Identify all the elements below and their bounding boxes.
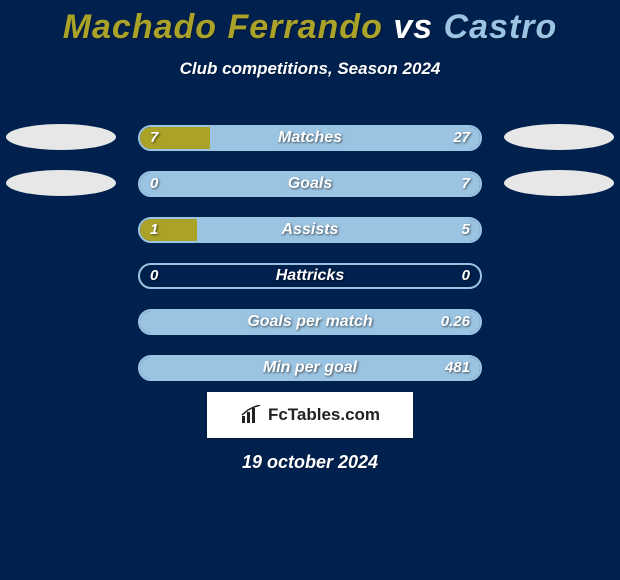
stat-label: Hattricks bbox=[140, 267, 480, 285]
stat-row: Min per goal481 bbox=[0, 350, 620, 396]
stat-bar: Goals per match0.26 bbox=[138, 309, 482, 335]
stat-bar: 1Assists5 bbox=[138, 217, 482, 243]
player2-ellipse bbox=[504, 170, 614, 196]
stat-row: 7Matches27 bbox=[0, 120, 620, 166]
stat-value-right: 7 bbox=[462, 175, 470, 192]
comparison-infographic: Machado Ferrando vs Castro Club competit… bbox=[0, 0, 620, 580]
stat-label: Goals per match bbox=[140, 313, 480, 331]
badge-text: FcTables.com bbox=[268, 405, 380, 425]
stat-bar: 0Hattricks0 bbox=[138, 263, 482, 289]
stat-label: Goals bbox=[140, 175, 480, 193]
stat-label: Min per goal bbox=[140, 359, 480, 377]
source-badge: FcTables.com bbox=[207, 392, 413, 438]
page-title: Machado Ferrando vs Castro bbox=[0, 0, 620, 47]
player1-ellipse bbox=[6, 124, 116, 150]
date-text: 19 october 2024 bbox=[0, 452, 620, 473]
stat-value-right: 5 bbox=[462, 221, 470, 238]
title-player1: Machado Ferrando bbox=[63, 8, 383, 46]
stat-bar: 0Goals7 bbox=[138, 171, 482, 197]
player1-ellipse bbox=[6, 170, 116, 196]
stat-bar: 7Matches27 bbox=[138, 125, 482, 151]
title-vs: vs bbox=[393, 8, 433, 46]
stat-row: 1Assists5 bbox=[0, 212, 620, 258]
title-player2: Castro bbox=[444, 8, 558, 46]
stat-row: Goals per match0.26 bbox=[0, 304, 620, 350]
stat-value-right: 0.26 bbox=[441, 313, 470, 330]
subtitle: Club competitions, Season 2024 bbox=[0, 59, 620, 79]
stat-row: 0Hattricks0 bbox=[0, 258, 620, 304]
stat-label: Assists bbox=[140, 221, 480, 239]
stat-row: 0Goals7 bbox=[0, 166, 620, 212]
stat-value-right: 27 bbox=[453, 129, 470, 146]
stat-value-right: 481 bbox=[445, 359, 470, 376]
stat-value-right: 0 bbox=[462, 267, 470, 284]
stat-bar: Min per goal481 bbox=[138, 355, 482, 381]
stats-container: 7Matches270Goals71Assists50Hattricks0Goa… bbox=[0, 120, 620, 396]
stat-label: Matches bbox=[140, 129, 480, 147]
chart-icon bbox=[240, 405, 262, 425]
player2-ellipse bbox=[504, 124, 614, 150]
